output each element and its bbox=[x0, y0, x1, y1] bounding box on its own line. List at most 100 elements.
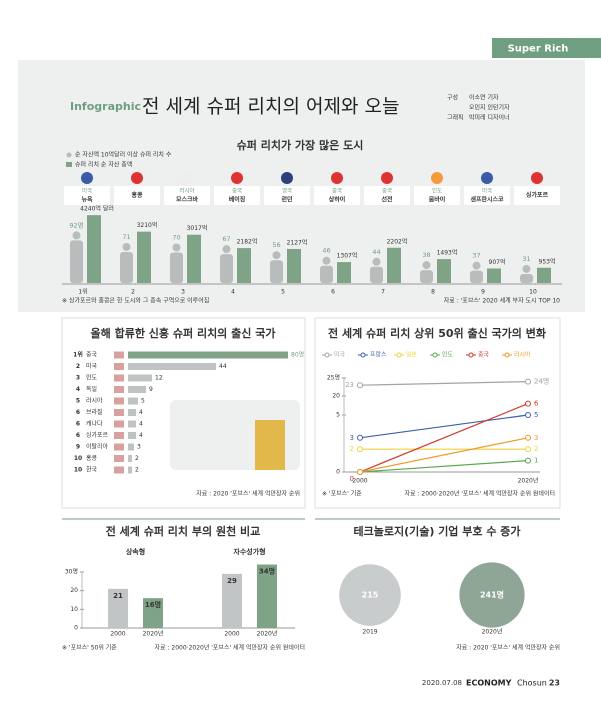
point bbox=[525, 434, 531, 441]
asset-label: 4240억 달러 bbox=[80, 205, 114, 213]
person bbox=[370, 266, 383, 283]
city: 모스크바 bbox=[176, 196, 199, 204]
tag-bg bbox=[492, 38, 585, 58]
flag bbox=[431, 172, 443, 184]
person-head bbox=[72, 231, 81, 240]
note: ※ '포브스' 기준 bbox=[322, 490, 362, 498]
rank: 3 bbox=[181, 289, 185, 296]
legend-label: 순 자산액 10억달러 이상 슈퍼 리치 수 bbox=[75, 151, 172, 159]
x-tick-label: 2000 bbox=[224, 631, 239, 638]
y-tick-label: 0 bbox=[336, 469, 340, 476]
legend-dot bbox=[432, 352, 438, 358]
value-label: 21 bbox=[113, 592, 123, 600]
count-label: 31 bbox=[522, 255, 530, 263]
rank: 4 bbox=[231, 289, 235, 296]
line bbox=[359, 414, 529, 439]
city-box bbox=[64, 186, 110, 205]
person bbox=[120, 251, 133, 283]
legend-label: 슈퍼 리치 순 자산 총액 bbox=[75, 161, 132, 169]
flag bbox=[114, 409, 124, 416]
person-head bbox=[472, 261, 481, 270]
flag bbox=[531, 172, 543, 184]
bar bbox=[128, 397, 138, 405]
source: 자료 : 2000·2020년 '포브스' 세계 억만장자 순위 원데이터 bbox=[405, 490, 555, 498]
legend-label: 중국 bbox=[478, 352, 490, 359]
city-box bbox=[114, 186, 160, 205]
value-label: 12 bbox=[155, 375, 163, 382]
asset-label: 2182억 bbox=[237, 238, 258, 246]
city-box bbox=[214, 186, 260, 205]
person bbox=[270, 260, 283, 283]
label: Infographic bbox=[70, 100, 141, 113]
legend-dot bbox=[360, 352, 366, 358]
person bbox=[470, 270, 483, 283]
person-head bbox=[322, 256, 331, 265]
point bbox=[357, 382, 363, 389]
rank: 5 bbox=[76, 398, 80, 405]
bar bbox=[128, 351, 288, 359]
flag bbox=[281, 172, 293, 184]
flag bbox=[231, 172, 243, 184]
section-title: 슈퍼 리치가 가장 많은 도시 bbox=[237, 138, 364, 152]
bar bbox=[128, 374, 152, 382]
section-title: 올해 합류한 신흥 슈퍼 리치의 출신 국가 bbox=[91, 326, 276, 340]
rank: 5 bbox=[281, 289, 285, 296]
asset-label: 3210억 bbox=[137, 221, 158, 229]
source: 자료 : 2020 '포브스' 세계 억만장자 순위 bbox=[456, 644, 560, 652]
country: 브라질 bbox=[86, 408, 103, 416]
flag bbox=[481, 172, 493, 184]
value-label: 9 bbox=[149, 386, 153, 393]
credit: 그래픽 bbox=[447, 114, 464, 122]
coins bbox=[537, 267, 551, 283]
bar bbox=[128, 409, 136, 416]
rank: 1위 bbox=[78, 288, 87, 296]
rank: 6 bbox=[331, 289, 335, 296]
flag bbox=[381, 172, 393, 184]
country: 미국 bbox=[482, 187, 492, 195]
flag bbox=[131, 172, 143, 184]
bar bbox=[128, 363, 216, 370]
point bbox=[525, 412, 531, 418]
rank: 2 bbox=[131, 289, 135, 296]
country: 이탈리아 bbox=[86, 443, 109, 451]
value-label: 34명 bbox=[259, 567, 275, 576]
asset-label: 907억 bbox=[489, 258, 506, 266]
city: 샌프란시스코 bbox=[470, 196, 504, 204]
country: 인도 bbox=[86, 375, 98, 382]
value-label: 29 bbox=[227, 577, 237, 585]
x-tick-label: 2020년 bbox=[143, 630, 164, 638]
source: 자료 : '포브스' 2020 세계 부자 도시 TOP 10 bbox=[444, 297, 560, 305]
value-label: 3 bbox=[350, 434, 354, 442]
city: 뉴욕 bbox=[81, 196, 93, 204]
source: 자료 : 2020 '포브스' 세계 억만장자 순위 bbox=[196, 490, 300, 498]
count-label: 37 bbox=[472, 252, 480, 260]
y-tick-label: 5 bbox=[336, 412, 340, 419]
point bbox=[525, 400, 531, 407]
y-tick-label: 25명 bbox=[327, 374, 340, 382]
count-label: 38 bbox=[422, 251, 430, 259]
rank: 6 bbox=[76, 409, 80, 416]
asset-label: 3017억 bbox=[187, 224, 208, 232]
tag: Super Rich bbox=[508, 44, 569, 55]
value-label: 215 bbox=[362, 591, 379, 600]
value-label: 4 bbox=[139, 421, 143, 428]
count-label: 92명 bbox=[69, 220, 83, 229]
bar bbox=[108, 588, 128, 628]
note: ※ 싱가포르와 홍콩은 한 도시와 그 종속 구역으로 이루어짐 bbox=[62, 297, 209, 305]
country: 싱가포르 bbox=[86, 431, 109, 439]
bar bbox=[128, 443, 134, 451]
x-tick-label: 2019 bbox=[362, 629, 377, 636]
rank: 3 bbox=[76, 375, 80, 382]
legend-swatch bbox=[66, 162, 72, 167]
value-label: 2 bbox=[135, 455, 139, 462]
asset-label: 2127억 bbox=[287, 238, 308, 246]
stripe bbox=[585, 38, 601, 58]
flag bbox=[114, 466, 124, 474]
line bbox=[359, 381, 529, 386]
flag bbox=[181, 172, 193, 184]
person-head bbox=[172, 243, 181, 252]
country: 미국 bbox=[86, 362, 98, 370]
flag bbox=[114, 386, 124, 393]
point bbox=[525, 378, 531, 385]
page-number: 23 bbox=[549, 679, 560, 688]
